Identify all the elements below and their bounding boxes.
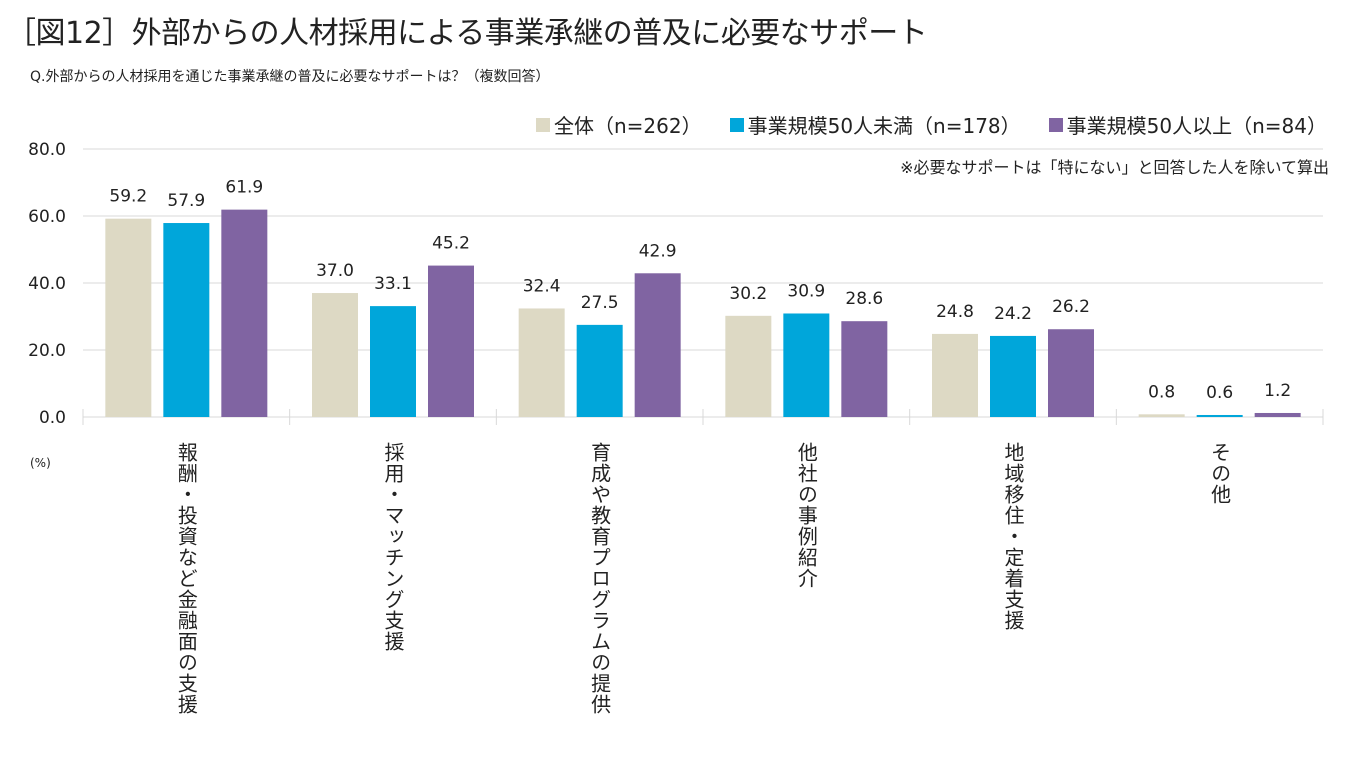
bar (634, 273, 681, 417)
x-category-label: 育成や教育プログラムの提供 (587, 442, 612, 715)
legend-label-under50: 事業規模50人未満（n=178） (747, 114, 1021, 138)
data-label: 30.9 (787, 281, 825, 301)
bar (105, 218, 152, 417)
bar (370, 306, 416, 417)
chart-title: ［図12］外部からの人材採用による事業承継の普及に必要なサポート (6, 16, 928, 51)
legend-item-under50: 事業規模50人未満（n=178） (729, 110, 1021, 139)
bar (841, 321, 888, 417)
data-label: 61.9 (225, 178, 263, 198)
bar (163, 223, 210, 417)
x-category-label: 採用・マッチング支援 (381, 442, 405, 652)
bar (932, 333, 978, 417)
legend-item-over50: 事業規模50人以上（n=84） (1048, 110, 1327, 139)
y-tick-label: 20.0 (28, 341, 66, 361)
legend-swatch-under50 (729, 117, 744, 132)
legend: 全体（n=262） 事業規模50人未満（n=178） 事業規模50人以上（n=8… (535, 110, 1327, 139)
data-label: 30.2 (729, 284, 767, 304)
bar (221, 209, 268, 417)
data-label: 42.9 (639, 241, 677, 261)
bar (576, 324, 623, 417)
bar (1048, 329, 1094, 417)
data-label: 28.6 (845, 289, 883, 309)
y-tick-label: 60.0 (28, 207, 66, 227)
legend-label-all: 全体（n=262） (553, 114, 702, 138)
y-tick-label: 40.0 (28, 274, 66, 294)
legend-swatch-all (535, 117, 550, 132)
bar (1254, 412, 1301, 417)
x-category-label: 他社の事例紹介 (794, 442, 819, 589)
bar (428, 265, 474, 417)
data-label: 59.2 (109, 187, 147, 207)
y-tick-label: 0.0 (39, 408, 66, 428)
x-category-label: その他 (1207, 442, 1232, 505)
bar (990, 335, 1036, 417)
data-label: 32.4 (523, 276, 561, 296)
y-axis-unit: (%) (30, 456, 51, 470)
legend-swatch-over50 (1048, 117, 1063, 132)
bar (518, 308, 565, 417)
bar (1196, 414, 1243, 417)
bar (725, 315, 772, 417)
data-label: 37.0 (316, 261, 354, 281)
chart-note: ※必要なサポートは「特にない」と回答した人を除いて算出 (900, 158, 1329, 177)
data-label: 26.2 (1052, 297, 1090, 317)
legend-label-over50: 事業規模50人以上（n=84） (1066, 114, 1327, 138)
data-label: 0.6 (1206, 383, 1233, 403)
chart-subtitle: Q.外部からの人材採用を通じた事業承継の普及に必要なサポートは？（複数回答） (30, 69, 550, 85)
bar (783, 313, 830, 417)
data-label: 24.2 (994, 304, 1032, 324)
data-label: 45.2 (432, 234, 470, 254)
x-category-label: 地域移住・定着支援 (1001, 442, 1025, 631)
data-label: 33.1 (374, 274, 412, 294)
y-tick-label: 80.0 (28, 140, 66, 160)
bar (312, 293, 358, 417)
legend-item-all: 全体（n=262） (535, 110, 702, 139)
x-category-label: 報酬・投資など金融面の支援 (174, 442, 199, 715)
data-label: 0.8 (1148, 382, 1175, 402)
data-label: 1.2 (1264, 381, 1291, 401)
data-label: 24.8 (936, 302, 974, 322)
data-label: 57.9 (167, 191, 205, 211)
bar (1138, 414, 1185, 417)
data-label: 27.5 (581, 293, 619, 313)
